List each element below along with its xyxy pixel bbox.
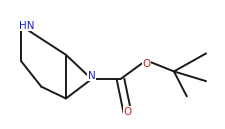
Text: O: O: [123, 107, 132, 117]
Text: HN: HN: [18, 21, 34, 31]
Text: O: O: [141, 59, 150, 69]
Text: N: N: [87, 71, 95, 81]
